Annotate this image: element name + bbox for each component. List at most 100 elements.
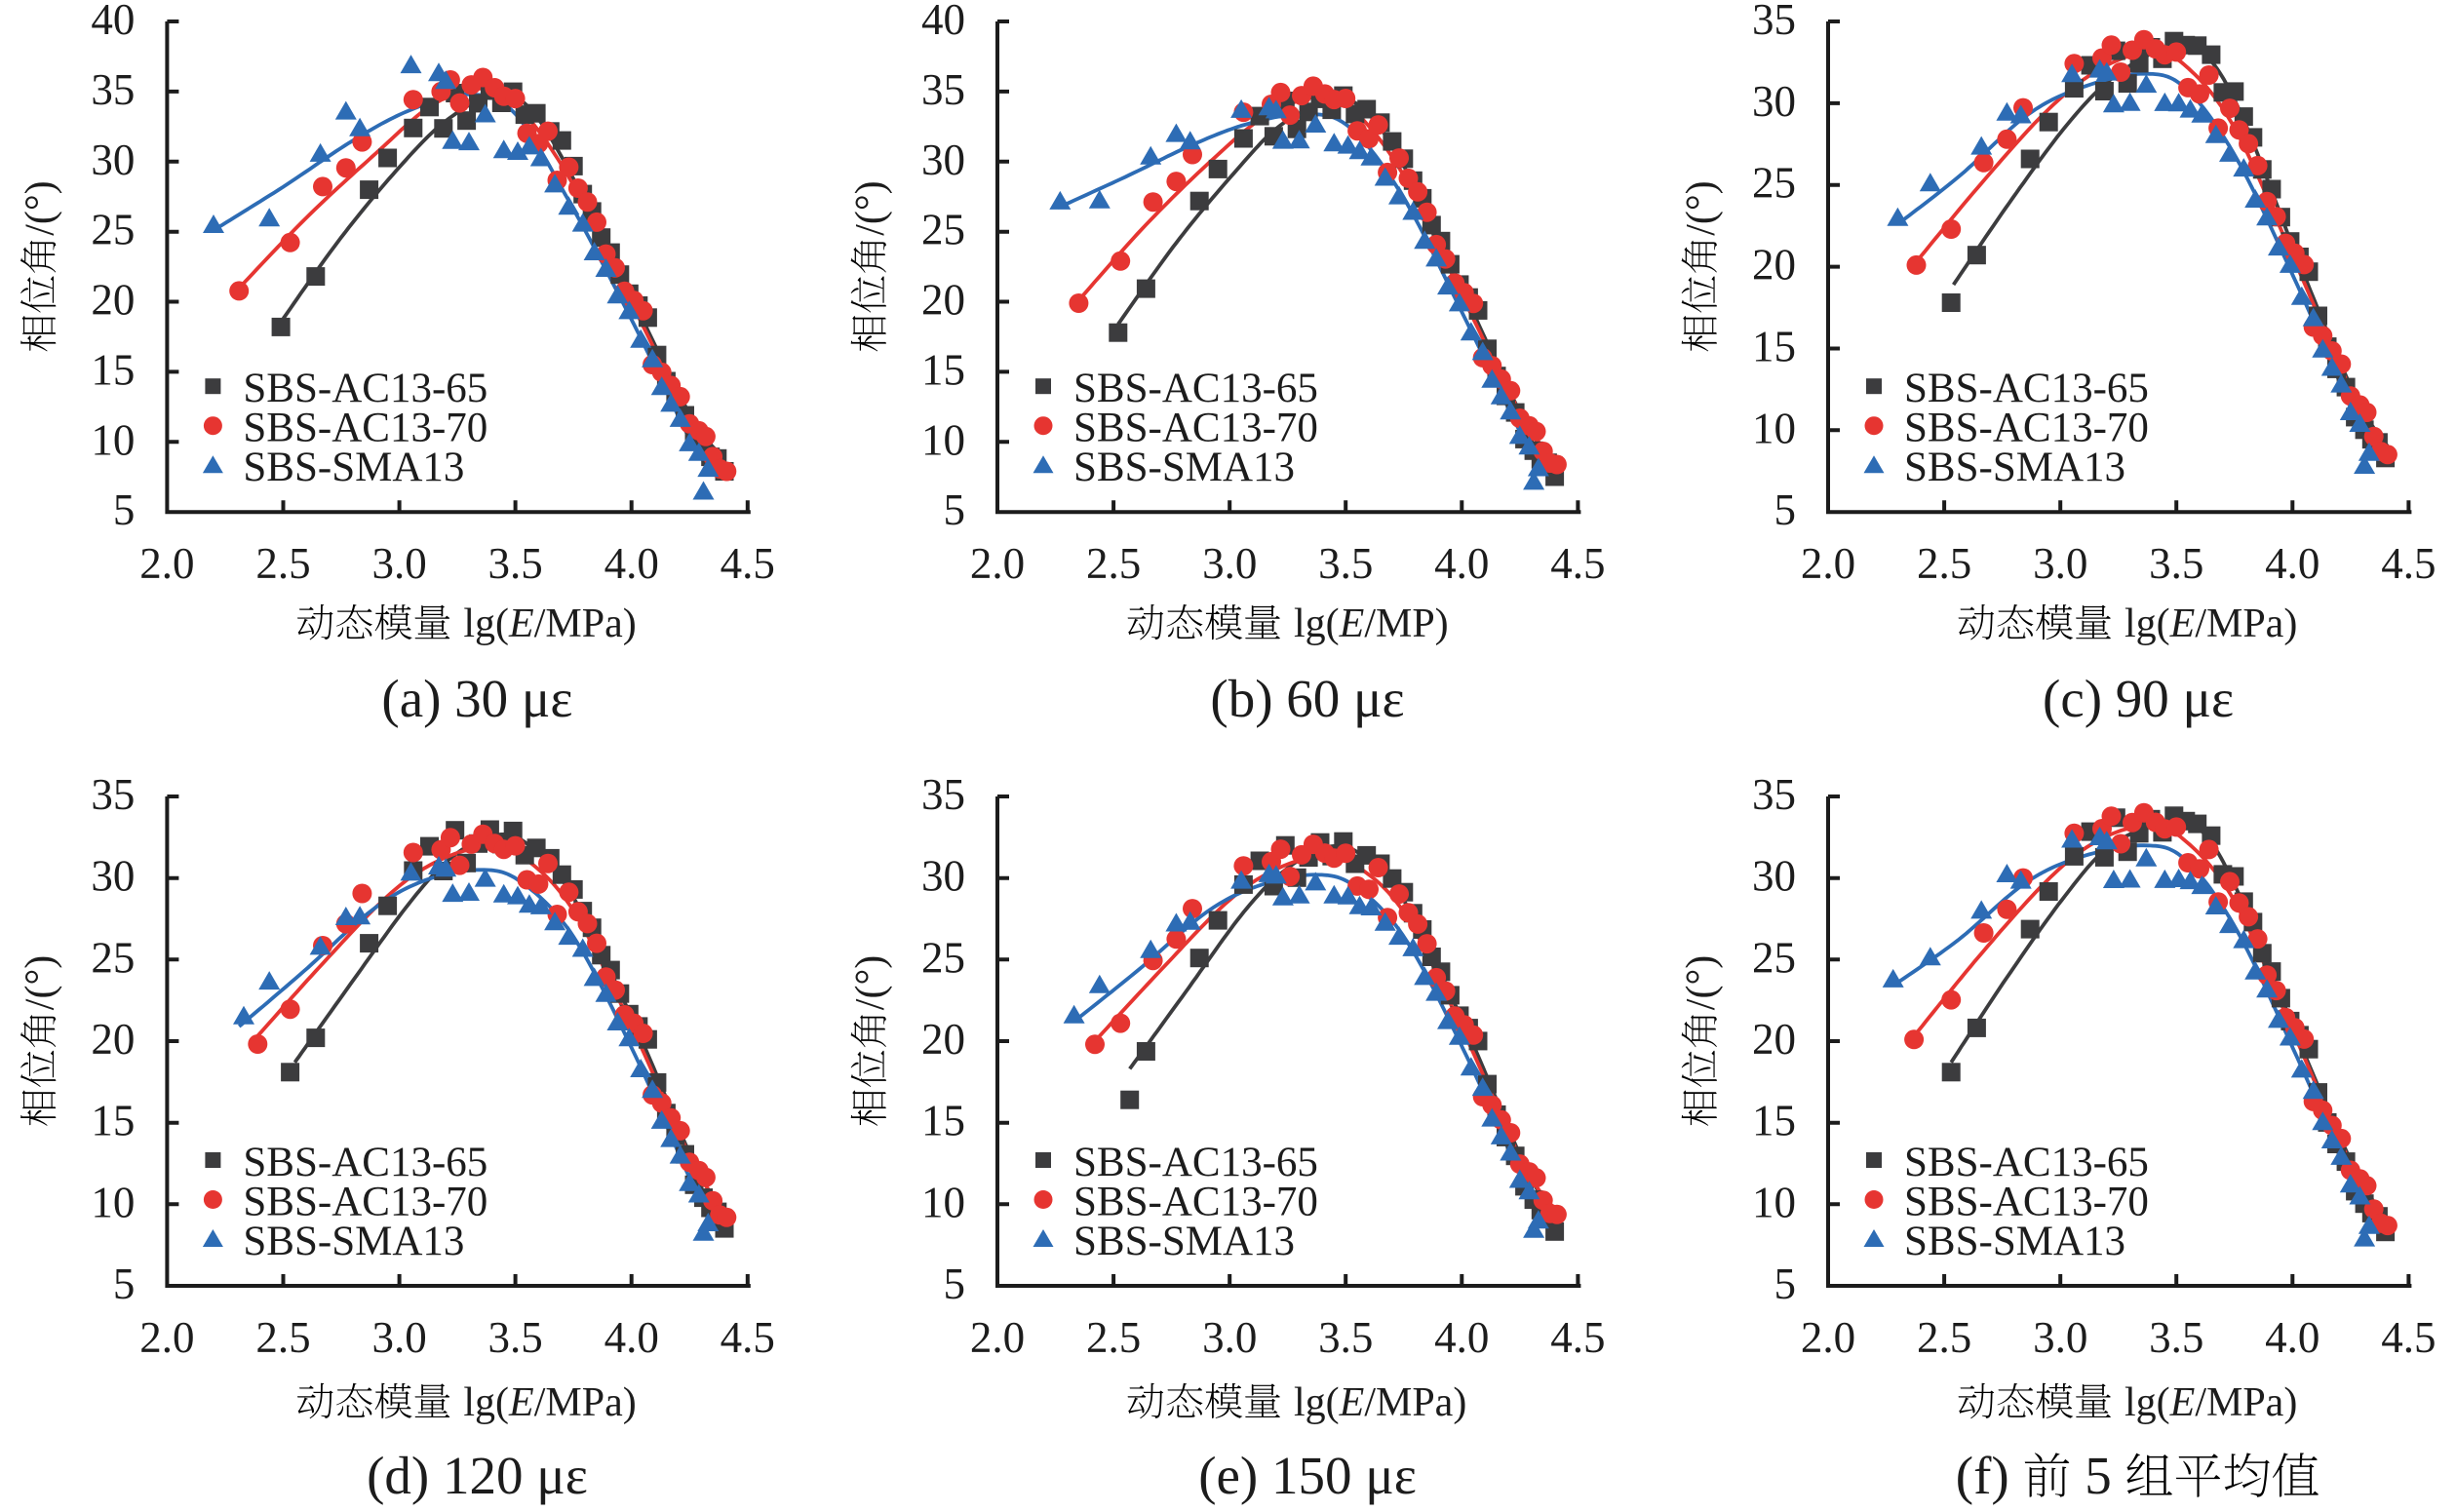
svg-text:3.5: 3.5 (487, 539, 542, 588)
svg-text:2.0: 2.0 (1801, 1313, 1855, 1362)
svg-text:5: 5 (944, 485, 966, 534)
svg-text:15: 15 (1752, 323, 1796, 371)
svg-text:35: 35 (1752, 770, 1796, 819)
svg-text:3.5: 3.5 (1318, 1313, 1373, 1362)
svg-text:/(°): /(°) (18, 955, 62, 1010)
svg-text:5: 5 (2085, 1446, 2112, 1505)
svg-text:3.0: 3.0 (2033, 1313, 2087, 1362)
svg-text:2.5: 2.5 (255, 1313, 310, 1362)
svg-text:3.5: 3.5 (1318, 539, 1373, 588)
svg-text:4.5: 4.5 (721, 539, 775, 588)
svg-text:lg(E/MPa): lg(E/MPa) (1294, 1380, 1466, 1425)
svg-text:35: 35 (921, 65, 965, 114)
svg-text:20: 20 (921, 1015, 965, 1064)
svg-text:15: 15 (1752, 1097, 1796, 1145)
svg-text:/(°): /(°) (1679, 955, 1724, 1010)
svg-text:35: 35 (921, 770, 965, 819)
svg-text:4.5: 4.5 (721, 1313, 775, 1362)
svg-text:SBS-SMA13: SBS-SMA13 (1073, 445, 1295, 490)
svg-text:SBS-AC13-70: SBS-AC13-70 (1073, 1180, 1318, 1225)
svg-text:(a) 30 με: (a) 30 με (381, 669, 572, 728)
svg-text:20: 20 (1752, 241, 1796, 290)
svg-text:15: 15 (921, 1097, 965, 1145)
svg-text:SBS-AC13-65: SBS-AC13-65 (1904, 1140, 2149, 1185)
svg-text:3.0: 3.0 (2033, 539, 2087, 588)
svg-text:40: 40 (921, 0, 965, 44)
svg-text:(e) 150 με: (e) 150 με (1198, 1446, 1417, 1505)
svg-text:10: 10 (1752, 404, 1796, 452)
svg-text:25: 25 (91, 206, 135, 254)
svg-text:2.5: 2.5 (1917, 1313, 1971, 1362)
svg-text:SBS-SMA13: SBS-SMA13 (243, 445, 464, 490)
svg-text:4.0: 4.0 (2265, 1313, 2320, 1362)
svg-text:/(°): /(°) (18, 180, 62, 235)
svg-text:SBS-AC13-65: SBS-AC13-65 (1904, 366, 2149, 411)
svg-text:lg(E/MP): lg(E/MP) (1294, 601, 1449, 646)
svg-text:25: 25 (1752, 933, 1796, 982)
svg-text:2.0: 2.0 (139, 539, 194, 588)
svg-text:4.0: 4.0 (2265, 539, 2320, 588)
svg-text:30: 30 (1752, 77, 1796, 126)
svg-text:(f): (f) (1956, 1446, 2009, 1505)
svg-text:SBS-AC13-70: SBS-AC13-70 (243, 406, 487, 451)
svg-text:SBS-AC13-65: SBS-AC13-65 (1073, 366, 1318, 411)
svg-text:15: 15 (921, 345, 965, 394)
svg-text:4.0: 4.0 (1434, 1313, 1489, 1362)
svg-text:/(°): /(°) (1679, 180, 1724, 235)
svg-text:3.5: 3.5 (487, 1313, 542, 1362)
svg-text:30: 30 (1752, 852, 1796, 901)
svg-text:25: 25 (1752, 159, 1796, 208)
svg-text:3.0: 3.0 (1202, 1313, 1257, 1362)
svg-text:35: 35 (91, 770, 135, 819)
svg-text:4.0: 4.0 (604, 539, 659, 588)
svg-text:2.5: 2.5 (1086, 1313, 1141, 1362)
svg-text:4.0: 4.0 (604, 1313, 659, 1362)
svg-text:5: 5 (113, 1260, 136, 1308)
svg-text:25: 25 (91, 933, 135, 982)
svg-text:lg(E/MPa): lg(E/MPa) (463, 1380, 636, 1425)
svg-text:15: 15 (91, 1097, 135, 1145)
svg-text:15: 15 (91, 345, 135, 394)
svg-text:(c) 90 με: (c) 90 με (2043, 669, 2234, 728)
svg-text:10: 10 (91, 1178, 135, 1226)
svg-text:2.0: 2.0 (970, 1313, 1025, 1362)
svg-text:2.0: 2.0 (1801, 539, 1855, 588)
svg-text:4.5: 4.5 (2381, 1313, 2436, 1362)
svg-text:/(°): /(°) (848, 180, 893, 235)
svg-text:4.5: 4.5 (1550, 1313, 1605, 1362)
svg-text:4.5: 4.5 (1550, 539, 1605, 588)
svg-text:SBS-AC13-65: SBS-AC13-65 (243, 1140, 487, 1185)
svg-text:10: 10 (921, 1178, 965, 1226)
svg-text:5: 5 (113, 485, 136, 534)
svg-text:5: 5 (944, 1260, 966, 1308)
svg-text:35: 35 (91, 65, 135, 114)
svg-text:5: 5 (1774, 1260, 1797, 1308)
svg-text:25: 25 (921, 933, 965, 982)
svg-text:3.5: 3.5 (2149, 1313, 2203, 1362)
svg-text:4.5: 4.5 (2381, 539, 2436, 588)
svg-text:SBS-AC13-65: SBS-AC13-65 (1073, 1140, 1318, 1185)
svg-text:3.0: 3.0 (371, 539, 426, 588)
svg-text:2.0: 2.0 (139, 1313, 194, 1362)
svg-text:20: 20 (1752, 1015, 1796, 1064)
svg-text:2.0: 2.0 (970, 539, 1025, 588)
svg-text:10: 10 (91, 415, 135, 464)
svg-text:SBS-AC13-70: SBS-AC13-70 (1904, 406, 2149, 451)
svg-text:3.0: 3.0 (1202, 539, 1257, 588)
svg-text:2.5: 2.5 (255, 539, 310, 588)
svg-text:5: 5 (1774, 485, 1797, 534)
svg-text:lg(E/MPa): lg(E/MPa) (2125, 601, 2297, 646)
svg-text:4.0: 4.0 (1434, 539, 1489, 588)
svg-text:(b) 60 με: (b) 60 με (1210, 669, 1404, 728)
svg-text:40: 40 (91, 0, 135, 44)
svg-text:lg(E/MPa): lg(E/MPa) (2125, 1380, 2297, 1425)
svg-text:30: 30 (91, 136, 135, 184)
svg-text:SBS-SMA13: SBS-SMA13 (1073, 1219, 1295, 1264)
svg-text:30: 30 (921, 136, 965, 184)
svg-text:SBS-AC13-65: SBS-AC13-65 (243, 366, 487, 411)
svg-text:SBS-SMA13: SBS-SMA13 (243, 1219, 464, 1264)
svg-text:30: 30 (921, 852, 965, 901)
svg-text:lg(E/MPa): lg(E/MPa) (463, 601, 636, 646)
svg-text:35: 35 (1752, 0, 1796, 44)
svg-text:30: 30 (91, 852, 135, 901)
